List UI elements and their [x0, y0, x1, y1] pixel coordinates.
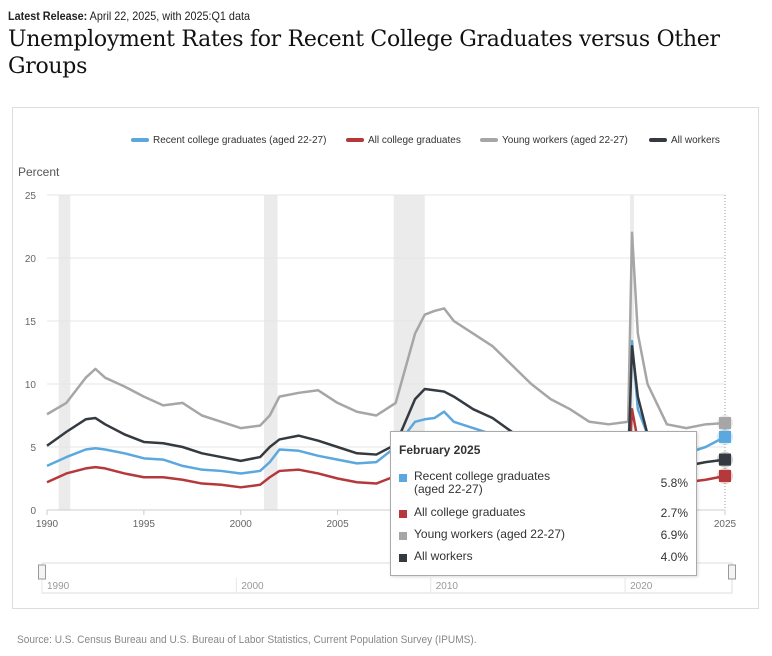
source-note: Source: U.S. Census Bureau and U.S. Bure…	[17, 634, 477, 646]
y-tick-label: 0	[30, 506, 36, 517]
navigator-label: 1990	[47, 581, 70, 592]
y-tick-label: 5	[30, 443, 36, 454]
release-info: Latest Release: April 22, 2025, with 202…	[8, 9, 250, 23]
y-tick-label: 20	[25, 254, 37, 265]
legend-item: Recent college graduates (aged 22-27)	[153, 135, 326, 146]
tooltip-title: February 2025	[399, 443, 481, 457]
series-marker	[719, 453, 731, 466]
y-axis-label: Percent	[18, 165, 60, 179]
page-title: Unemployment Rates for Recent College Gr…	[8, 27, 720, 79]
tooltip-value: 2.7%	[660, 506, 688, 520]
swatch-icon	[399, 554, 407, 562]
series-marker	[719, 469, 731, 482]
recession-band	[58, 195, 71, 510]
x-tick-label: 2025	[714, 519, 737, 530]
x-tick-label: 1995	[133, 519, 156, 530]
tooltip-value: 5.8%	[660, 476, 688, 490]
tooltip-label: Recent college graduates (aged 22-27)	[414, 469, 551, 496]
x-tick-label: 2000	[230, 519, 253, 530]
x-tick-label: 1990	[36, 519, 59, 530]
swatch-icon	[399, 474, 407, 482]
recession-band	[263, 195, 278, 510]
tooltip-row: All college graduates 2.7%	[399, 506, 688, 520]
y-tick-label: 10	[25, 380, 37, 391]
navigator-handle[interactable]	[38, 564, 46, 580]
tooltip-row: All workers 4.0%	[399, 550, 688, 564]
tooltip-row: Young workers (aged 22-27) 6.9%	[399, 528, 688, 542]
series-line-2	[46, 231, 726, 430]
navigator	[41, 562, 733, 594]
release-text: April 22, 2025, with 2025:Q1 data	[89, 9, 250, 23]
navigator-label: 2000	[241, 581, 264, 592]
tooltip-value: 4.0%	[660, 550, 688, 564]
release-label: Latest Release:	[8, 9, 88, 23]
legend-item: All workers	[671, 135, 720, 146]
series-marker	[719, 430, 731, 443]
x-tick-label: 2005	[326, 519, 349, 530]
swatch-icon	[399, 510, 407, 518]
tooltip: February 2025 Recent college graduates (…	[390, 431, 697, 576]
legend-item: Young workers (aged 22-27)	[502, 135, 628, 146]
tooltip-label: All college graduates	[414, 505, 526, 519]
y-tick-label: 25	[25, 191, 37, 202]
tooltip-row: Recent college graduates (aged 22-27) 5.8…	[399, 470, 688, 496]
navigator-label: 2010	[436, 581, 459, 592]
legend-item: All college graduates	[368, 135, 461, 146]
y-tick-label: 15	[25, 317, 37, 328]
series-marker	[719, 417, 731, 430]
chart-frame	[12, 107, 759, 609]
tooltip-label: Young workers (aged 22-27)	[414, 527, 565, 541]
navigator-handle[interactable]	[728, 564, 736, 580]
navigator-label: 2020	[630, 581, 653, 592]
tooltip-value: 6.9%	[660, 528, 688, 542]
tooltip-label: All workers	[414, 549, 473, 563]
swatch-icon	[399, 532, 407, 540]
